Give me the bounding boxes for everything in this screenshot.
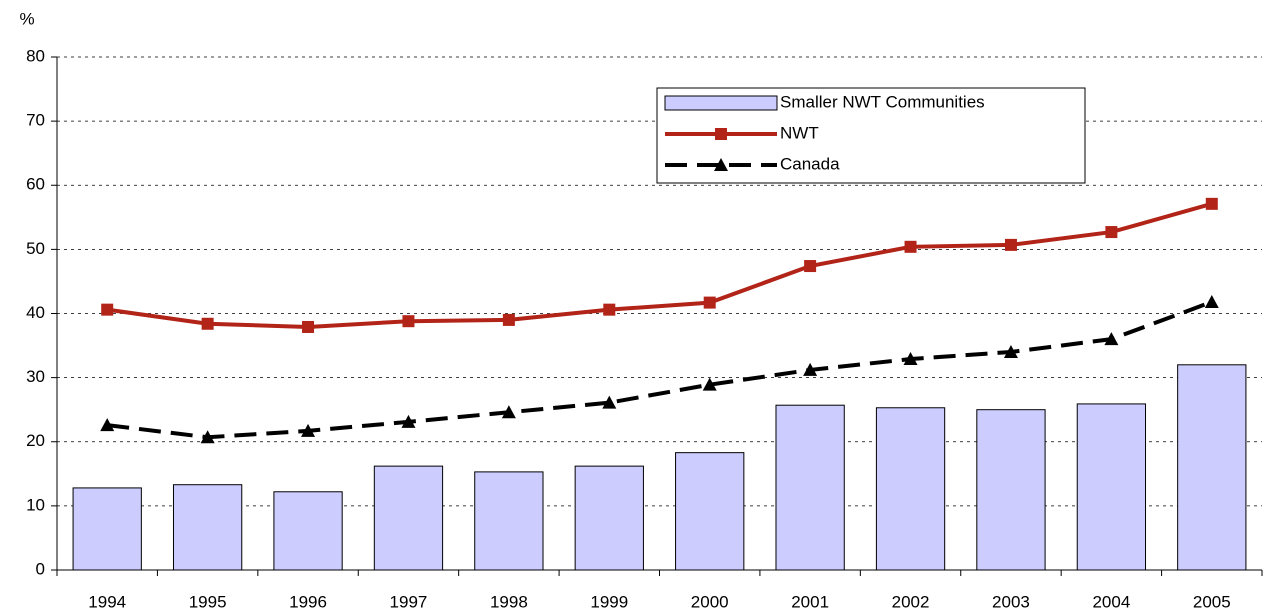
line (106, 201, 1213, 329)
y-tick-label: 70 (26, 111, 45, 130)
bar (976, 409, 1046, 571)
y-tick-label: 60 (26, 175, 45, 194)
marker (502, 313, 515, 326)
legend-label: NWT (780, 123, 819, 142)
bar (273, 491, 343, 571)
x-tick-label: 1998 (490, 592, 528, 611)
bar (675, 452, 745, 571)
marker (804, 260, 817, 273)
x-tick-label: 2003 (992, 592, 1030, 611)
legend-label: Canada (780, 154, 840, 173)
x-tick-label: 2000 (691, 592, 729, 611)
y-tick-label: 10 (26, 495, 45, 514)
y-axis-label: % (19, 9, 34, 28)
line (106, 300, 1213, 440)
x-tick-label: 2005 (1193, 592, 1231, 611)
bar (1177, 364, 1247, 571)
marker (1205, 197, 1218, 210)
x-tick-label: 2004 (1092, 592, 1130, 611)
y-tick-label: 20 (26, 431, 45, 450)
bar (474, 471, 544, 571)
marker (715, 128, 727, 140)
legend-swatch (664, 95, 778, 111)
marker (201, 317, 214, 330)
marker (602, 395, 617, 409)
legend: Smaller NWT Communities NWT Canada (656, 87, 1086, 184)
y-tick-label: 80 (26, 46, 45, 65)
bar (574, 465, 644, 571)
marker (401, 414, 416, 428)
marker (302, 320, 315, 333)
bar (72, 487, 142, 571)
marker (1204, 294, 1219, 308)
marker (301, 423, 316, 437)
marker (714, 158, 728, 171)
x-tick-label: 1999 (590, 592, 628, 611)
marker (101, 303, 114, 316)
marker (200, 430, 215, 444)
marker (1105, 226, 1118, 239)
x-tick-label: 2002 (892, 592, 930, 611)
bar (775, 404, 845, 571)
marker (603, 303, 616, 316)
bar (172, 484, 243, 571)
marker (904, 240, 917, 253)
y-tick-label: 0 (36, 559, 45, 578)
x-tick-label: 1996 (289, 592, 327, 611)
marker (1003, 344, 1018, 358)
y-tick-label: 30 (26, 367, 45, 386)
bar (373, 465, 444, 571)
marker (703, 296, 716, 309)
bar (1076, 403, 1147, 571)
bar (875, 407, 946, 571)
x-tick-label: 1997 (390, 592, 428, 611)
x-tick-label: 1995 (189, 592, 227, 611)
marker (1104, 332, 1119, 346)
marker (100, 418, 115, 432)
marker (702, 377, 717, 391)
x-tick-label: 2001 (791, 592, 829, 611)
marker (501, 405, 516, 419)
y-tick-label: 50 (26, 239, 45, 258)
marker (402, 315, 415, 328)
marker (803, 362, 818, 376)
y-tick-label: 40 (26, 303, 45, 322)
x-tick-label: 1994 (88, 592, 126, 611)
marker (1004, 238, 1017, 251)
legend-label: Smaller NWT Communities (780, 92, 985, 111)
marker (903, 352, 918, 366)
